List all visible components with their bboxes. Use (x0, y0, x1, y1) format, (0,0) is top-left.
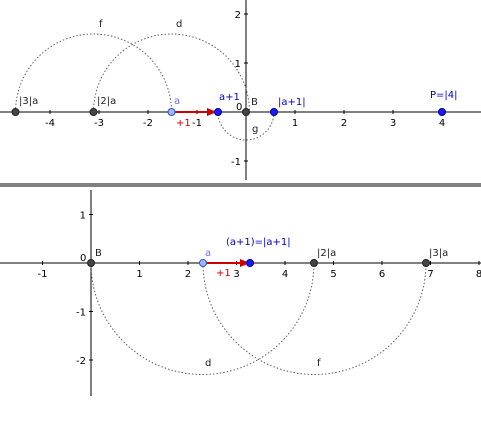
bottom-x-tick-label: 7 (427, 269, 433, 280)
bottom-x-tick-label: -1 (38, 269, 48, 280)
bottom-x-tick-label: 2 (185, 269, 191, 280)
bottom-point-a-plus-1-label: (a+1)=|a+1| (226, 237, 291, 248)
top-x-tick-label: 2 (341, 118, 347, 129)
bottom-circle-label-d: d (205, 358, 211, 369)
bottom-x-tick-label: 8 (476, 269, 481, 280)
bottom-x-tick-label: 3 (233, 269, 239, 280)
top-point-3a-label: |3|a (19, 96, 38, 107)
top-point-a-label: a (174, 96, 180, 107)
bottom-x-tick-label: 1 (136, 269, 142, 280)
top-x-tick-label: 4 (439, 118, 445, 129)
top-y-tick-label: 1 (235, 59, 241, 70)
top-point-abs-a-plus-1-label: |a+1| (278, 97, 306, 108)
top-point-abs-a-plus-1[interactable] (270, 108, 278, 116)
top-point-a-plus-1-label: a+1 (219, 92, 240, 103)
bottom-x-tick-label: 4 (282, 269, 288, 280)
panel-divider (0, 183, 481, 187)
bottom-point-2a[interactable] (310, 259, 318, 267)
bottom-vector-label: +1 (216, 268, 231, 279)
top-point-P-label: P=|4| (430, 90, 458, 101)
top-y-tick-label: -1 (231, 157, 241, 168)
top-point-a[interactable] (167, 108, 176, 116)
top-arc-d (93, 33, 250, 113)
bottom-origin-label: 0 (80, 253, 86, 264)
bottom-y-tick-label: -2 (76, 356, 86, 367)
bottom-x-tick-label: 5 (330, 269, 336, 280)
bottom-point-a[interactable] (199, 259, 207, 267)
top-panel: -4 -3 -2 -1 1 2 3 421-1 0 f d g +1 |3|a |2|a a … (0, 0, 481, 180)
top-vector-label: +1 (176, 118, 191, 129)
top-x-tick-label: -4 (45, 118, 55, 129)
top-x-tick-label: -2 (143, 118, 153, 129)
top-circle-label-d: d (176, 19, 182, 30)
bottom-point-B-label: B (95, 248, 102, 259)
bottom-y-tick-label: -1 (76, 308, 86, 319)
bottom-ticks: -1 1 2 3 4 5 6 7 8 1 -1 -2 (38, 211, 481, 368)
top-point-2a[interactable] (89, 108, 98, 116)
top-ticks: -4 -3 -2 -1 1 2 3 4 2 1 -1 (45, 10, 445, 168)
bottom-y-tick-label: 1 (80, 211, 86, 222)
bottom-panel: -1 1 2 3 4 5 6 7 8 1 -1 -2 0 d f +1 B a (a+1)=|a+1|… (0, 190, 481, 396)
top-point-2a-label: |2|a (97, 96, 116, 107)
top-x-tick-label: -1 (192, 118, 202, 129)
bottom-x-tick-label: 6 (379, 269, 385, 280)
bottom-circle-label-f: f (317, 358, 321, 369)
top-point-3a[interactable] (11, 108, 20, 116)
top-x-tick-label: 3 (390, 118, 396, 129)
top-point-B[interactable] (242, 108, 250, 116)
bottom-arc-f (202, 262, 427, 375)
top-point-a-plus-1[interactable] (214, 108, 222, 116)
top-point-P[interactable] (438, 108, 446, 116)
top-point-B-label: B (251, 97, 258, 108)
bottom-point-B[interactable] (87, 259, 95, 267)
top-vector-arrowhead (207, 108, 217, 116)
top-circle-label-f: f (99, 19, 103, 30)
bottom-point-a-plus-1[interactable] (246, 259, 254, 267)
bottom-point-2a-label: |2|a (317, 248, 336, 259)
bottom-vector-arrowhead (240, 259, 250, 267)
bottom-point-3a[interactable] (422, 259, 430, 267)
bottom-point-a-label: a (205, 248, 211, 259)
top-origin-label: 0 (236, 102, 242, 113)
top-y-tick-label: 2 (235, 10, 241, 21)
top-arc-f (15, 33, 172, 113)
top-circle-label-g: g (252, 124, 258, 135)
bottom-point-3a-label: |3|a (429, 248, 448, 259)
top-x-tick-label: -3 (94, 118, 104, 129)
bottom-arc-d (90, 262, 315, 375)
top-x-tick-label: 1 (292, 118, 298, 129)
